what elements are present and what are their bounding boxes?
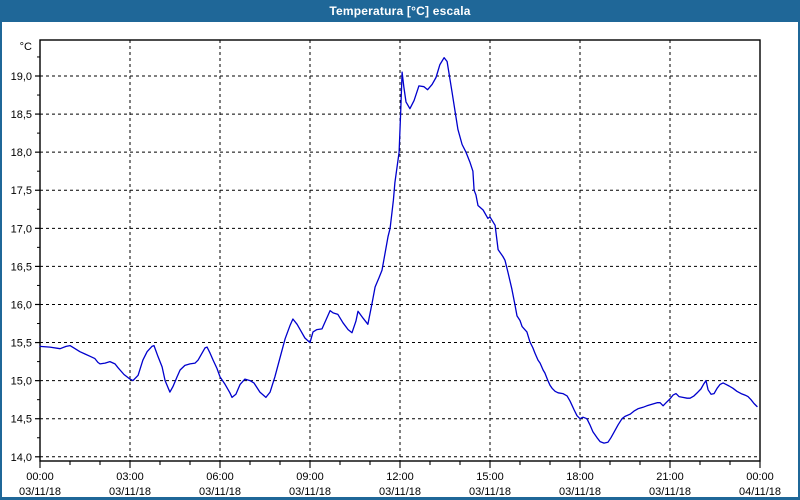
x-tick-time-label: 00:00 [26, 471, 54, 483]
y-tick-label: 18,0 [11, 147, 32, 159]
x-tick-time-label: 12:00 [386, 471, 414, 483]
x-tick-date-label: 03/11/18 [19, 486, 61, 497]
x-tick-time-label: 06:00 [206, 471, 234, 483]
temperature-series-line [39, 57, 758, 444]
x-tick-time-label: 00:00 [746, 471, 774, 483]
x-tick-date-label: 03/11/18 [559, 486, 601, 497]
x-tick-time-label: 18:00 [566, 471, 594, 483]
temperature-chart: 14,0 14,5 15,0 15,5 16,0 16,5 17,0 17,5 18,0 18,5… [2, 22, 798, 497]
y-tick-label: 17,0 [11, 223, 32, 235]
x-tick-time-label: 09:00 [296, 471, 324, 483]
x-tick-date-label: 03/11/18 [379, 486, 421, 497]
x-tick-time-label: 03:00 [116, 471, 144, 483]
y-axis-unit-label: °C [20, 41, 32, 53]
window-title: Temperatura [°C] escala [329, 4, 471, 18]
y-tick-label: 14,5 [11, 414, 32, 426]
y-tick-label: 15,0 [11, 376, 32, 388]
y-tick-label: 16,5 [11, 261, 32, 273]
y-tick-label: 14,0 [11, 452, 32, 464]
x-tick-date-label: 03/11/18 [199, 486, 241, 497]
x-tick-date-label: 03/11/18 [289, 486, 331, 497]
chart-area: 14,0 14,5 15,0 15,5 16,0 16,5 17,0 17,5 18,0 18,5… [2, 22, 798, 497]
x-tick-date-label: 03/11/18 [649, 486, 691, 497]
title-bar: Temperatura [°C] escala [2, 0, 798, 22]
x-tick-date-label: 03/11/18 [109, 486, 151, 497]
x-tick-date-label: 04/11/18 [739, 486, 781, 497]
y-tick-label: 15,5 [11, 338, 32, 350]
x-tick-time-label: 21:00 [656, 471, 684, 483]
y-tick-label: 19,0 [11, 71, 32, 83]
y-tick-label: 18,5 [11, 109, 32, 121]
x-tick-time-label: 15:00 [476, 471, 504, 483]
x-tick-date-label: 03/11/18 [469, 486, 511, 497]
y-tick-label: 16,0 [11, 299, 32, 311]
y-tick-label: 17,5 [11, 185, 32, 197]
